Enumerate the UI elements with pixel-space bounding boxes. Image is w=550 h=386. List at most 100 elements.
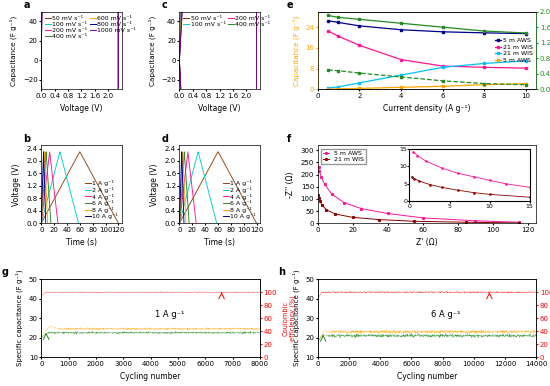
5 m AWS: [325, 87, 332, 91]
21 m WIS: [439, 65, 446, 69]
5 m AWS: [335, 86, 342, 91]
X-axis label: Current density (A g⁻¹): Current density (A g⁻¹): [383, 105, 471, 113]
600 mV s⁻¹: [176, 58, 183, 63]
5 m AWS: [340, 200, 347, 205]
800 mV s⁻¹: [197, 173, 204, 178]
21 m WIS: [325, 86, 332, 90]
21 m WIS: [410, 219, 417, 223]
5 m AWS: [356, 24, 362, 28]
5 m AWS: [439, 84, 446, 89]
50 mV s⁻¹: [38, 58, 45, 63]
21 m WIS: [325, 29, 332, 33]
Legend: 5 m AWS, 21 m WIS, 21 m WIS, 5 m AWS: 5 m AWS, 21 m WIS, 21 m WIS, 5 m AWS: [494, 37, 533, 64]
600 mV s⁻¹: [59, 349, 65, 354]
50 mV s⁻¹: [213, 298, 219, 302]
100 mV s⁻¹: [253, 332, 260, 336]
400 mV s⁻¹: [197, 208, 204, 213]
21 m WIS: [515, 221, 522, 225]
Line: 50 mV s⁻¹: 50 mV s⁻¹: [179, 0, 256, 358]
21 m WIS: [349, 215, 356, 220]
100 mV s⁻¹: [232, 306, 238, 311]
600 mV s⁻¹: [38, 58, 45, 63]
1000 mV s⁻¹: [102, 303, 109, 308]
21 m WIS: [356, 81, 362, 85]
400 mV s⁻¹: [253, 275, 260, 280]
5 m AWS: [315, 165, 322, 169]
Line: 100 mV s⁻¹: 100 mV s⁻¹: [179, 0, 256, 334]
600 mV s⁻¹: [94, 359, 100, 364]
Line: 21 m WIS: 21 m WIS: [327, 30, 527, 69]
400 mV s⁻¹: [213, 233, 219, 237]
50 mV s⁻¹: [38, 58, 45, 63]
200 mV s⁻¹: [38, 58, 45, 63]
21 m WIS: [398, 57, 404, 62]
5 m AWS: [384, 211, 391, 216]
200 mV s⁻¹: [176, 58, 183, 63]
5 m AWS: [328, 192, 335, 196]
Y-axis label: Voltage (V): Voltage (V): [150, 163, 159, 206]
1000 mV s⁻¹: [176, 58, 183, 63]
800 mV s⁻¹: [240, 216, 247, 220]
200 mV s⁻¹: [213, 257, 219, 261]
X-axis label: Voltage (V): Voltage (V): [60, 105, 103, 113]
5 m AWS: [358, 206, 365, 211]
800 mV s⁻¹: [59, 319, 65, 324]
800 mV s⁻¹: [38, 58, 45, 63]
200 mV s⁻¹: [232, 282, 238, 286]
1000 mV s⁻¹: [236, 193, 243, 198]
200 mV s⁻¹: [176, 58, 183, 63]
21 m WIS: [398, 73, 404, 78]
100 mV s⁻¹: [240, 317, 247, 322]
Text: f: f: [287, 134, 292, 144]
200 mV s⁻¹: [38, 58, 45, 63]
5 m AWS: [356, 86, 362, 91]
Line: 800 mV s⁻¹: 800 mV s⁻¹: [41, 0, 118, 334]
Legend: 5 m AWS, 21 m WIS: 5 m AWS, 21 m WIS: [321, 149, 366, 164]
Line: 600 mV s⁻¹: 600 mV s⁻¹: [41, 0, 118, 366]
600 mV s⁻¹: [253, 248, 260, 253]
Text: 6 A g⁻¹: 6 A g⁻¹: [431, 310, 461, 318]
1000 mV s⁻¹: [38, 58, 45, 63]
X-axis label: Time (s): Time (s): [204, 238, 235, 247]
1000 mV s⁻¹: [98, 303, 104, 307]
Legend: 50 mV s⁻¹, 100 mV s⁻¹, 200 mV s⁻¹, 400 mV s⁻¹, 600 mV s⁻¹, 800 mV s⁻¹, 1000 mV s: 50 mV s⁻¹, 100 mV s⁻¹, 200 mV s⁻¹, 400 m…: [45, 15, 136, 39]
Y-axis label: Capacitance (F g⁻¹): Capacitance (F g⁻¹): [292, 15, 300, 86]
800 mV s⁻¹: [236, 213, 243, 217]
21 m WIS: [356, 43, 362, 47]
1000 mV s⁻¹: [176, 58, 183, 63]
1000 mV s⁻¹: [94, 302, 100, 306]
Legend: 50 mV s⁻¹, 100 mV s⁻¹, 200 mV s⁻¹, 400 mV s⁻¹: 50 mV s⁻¹, 100 mV s⁻¹, 200 mV s⁻¹, 400 m…: [183, 15, 271, 27]
Line: 200 mV s⁻¹: 200 mV s⁻¹: [41, 0, 118, 386]
600 mV s⁻¹: [75, 355, 81, 359]
600 mV s⁻¹: [236, 235, 243, 239]
Line: 21 m WIS: 21 m WIS: [317, 195, 520, 224]
5 m AWS: [522, 81, 529, 86]
Text: 1 A g⁻¹: 1 A g⁻¹: [155, 310, 184, 318]
1000 mV s⁻¹: [240, 196, 247, 201]
Line: 50 mV s⁻¹: 50 mV s⁻¹: [41, 0, 118, 386]
X-axis label: Voltage (V): Voltage (V): [199, 105, 241, 113]
5 m AWS: [318, 175, 324, 179]
21 m WIS: [315, 193, 322, 198]
X-axis label: Time (s): Time (s): [66, 238, 97, 247]
400 mV s⁻¹: [236, 260, 243, 264]
Line: 5 m AWS: 5 m AWS: [327, 82, 527, 91]
Y-axis label: Specific capacitance (F g⁻¹): Specific capacitance (F g⁻¹): [16, 270, 23, 366]
X-axis label: Z' (Ω): Z' (Ω): [416, 238, 438, 247]
400 mV s⁻¹: [176, 58, 183, 63]
1000 mV s⁻¹: [232, 190, 238, 195]
Y-axis label: Specific capacitance (F g⁻¹): Specific capacitance (F g⁻¹): [292, 270, 300, 366]
600 mV s⁻¹: [115, 364, 122, 368]
Legend: 1 A g⁻¹, 2 A g⁻¹, 4 A g⁻¹, 6 A g⁻¹, 8 A g⁻¹, 10 A g⁻¹: 1 A g⁻¹, 2 A g⁻¹, 4 A g⁻¹, 6 A g⁻¹, 8 A …: [84, 180, 118, 220]
5 m AWS: [325, 19, 332, 23]
21 m WIS: [439, 64, 446, 68]
50 mV s⁻¹: [176, 58, 183, 63]
Text: h: h: [278, 267, 285, 278]
100 mV s⁻¹: [236, 312, 243, 317]
5 m AWS: [316, 169, 323, 173]
600 mV s⁻¹: [102, 361, 109, 366]
Text: d: d: [162, 134, 169, 144]
21 m WIS: [335, 85, 342, 89]
50 mV s⁻¹: [253, 356, 260, 360]
200 mV s⁻¹: [236, 287, 243, 292]
